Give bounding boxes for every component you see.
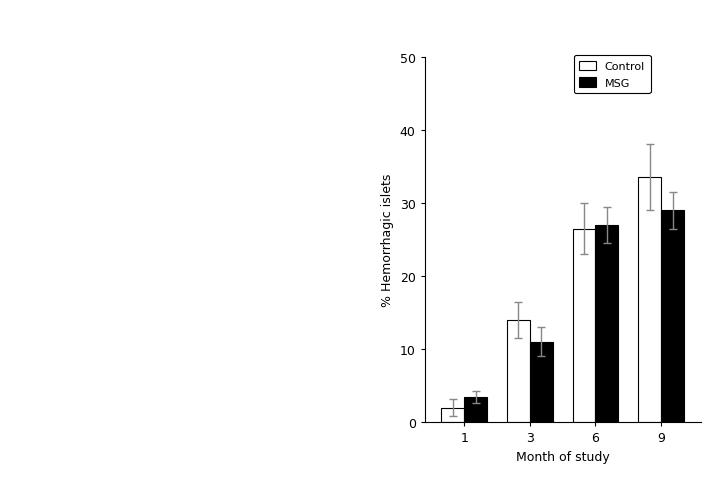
X-axis label: Month of study: Month of study bbox=[515, 450, 610, 463]
Bar bbox=[464, 397, 487, 422]
Bar bbox=[507, 320, 530, 422]
Y-axis label: % Hemorrhagic islets: % Hemorrhagic islets bbox=[381, 173, 394, 307]
Bar bbox=[530, 342, 552, 422]
Bar bbox=[573, 229, 595, 422]
Bar bbox=[441, 408, 464, 422]
Legend: Control, MSG: Control, MSG bbox=[574, 56, 650, 94]
Bar bbox=[661, 211, 684, 422]
Bar bbox=[638, 178, 661, 422]
Bar bbox=[595, 226, 619, 422]
